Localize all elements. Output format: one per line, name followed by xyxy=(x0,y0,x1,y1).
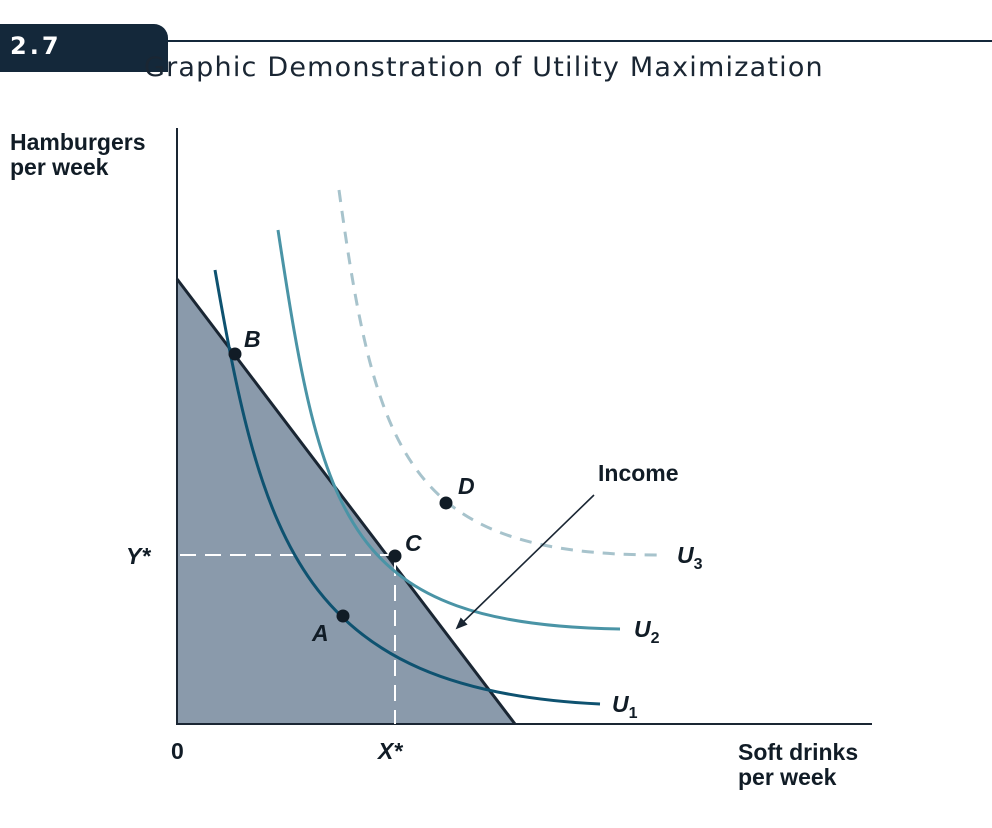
point-c-marker xyxy=(388,549,402,563)
income-label: Income xyxy=(598,460,679,486)
figure-number: 2.7 xyxy=(10,32,62,60)
u2-label: U2 xyxy=(634,616,660,647)
y-axis-title-line1: Hamburgers xyxy=(10,129,146,155)
u1-label: U1 xyxy=(612,691,638,722)
y-star-label: Y* xyxy=(126,543,151,569)
u1-label-base: U xyxy=(612,691,630,717)
x-star-label: X* xyxy=(376,738,403,764)
x-axis-title-line1: Soft drinks xyxy=(738,739,859,765)
income-arrow xyxy=(455,494,595,630)
figure-header: 2.7 Graphic Demonstration of Utility Max… xyxy=(0,0,992,100)
x-axis-title-line2: per week xyxy=(738,764,837,790)
point-d-marker xyxy=(439,496,453,510)
point-b-marker xyxy=(228,347,242,361)
u2-label-subscript: 2 xyxy=(651,630,660,647)
u3-label-subscript: 3 xyxy=(694,556,703,573)
u2-label-base: U xyxy=(634,616,652,642)
point-a-label: A xyxy=(311,620,329,646)
u3-label-base: U xyxy=(677,542,695,568)
point-d-label: D xyxy=(458,473,475,499)
header-rule xyxy=(150,40,992,42)
figure-title: Graphic Demonstration of Utility Maximiz… xyxy=(144,52,824,83)
x-axis-title: Soft drinks per week xyxy=(738,740,858,790)
origin-label: 0 xyxy=(171,738,184,764)
point-b-label: B xyxy=(244,326,261,352)
u1-label-subscript: 1 xyxy=(629,705,638,722)
point-c-label: C xyxy=(405,530,422,556)
indifference-curve-u3 xyxy=(337,189,661,557)
point-a-marker xyxy=(336,609,350,623)
y-axis-title-line2: per week xyxy=(10,154,109,180)
y-axis-title: Hamburgers per week xyxy=(10,130,145,180)
u3-label: U3 xyxy=(677,542,703,573)
indifference-curve-u2 xyxy=(276,229,621,631)
figure-number-tab: 2.7 xyxy=(0,24,168,72)
indifference-curve-u1 xyxy=(213,269,601,706)
